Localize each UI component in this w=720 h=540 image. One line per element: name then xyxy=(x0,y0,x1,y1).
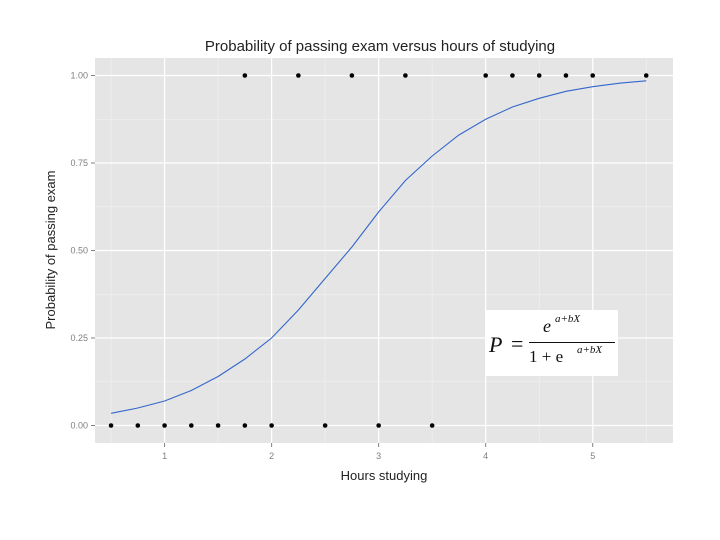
data-point xyxy=(215,423,221,428)
x-axis-title: Hours studying xyxy=(341,468,428,483)
data-point xyxy=(510,73,515,78)
data-point xyxy=(269,423,274,428)
fitted-logistic-curve xyxy=(110,80,647,414)
data-point xyxy=(322,423,328,428)
y-tick-label: 0.25 xyxy=(70,333,88,343)
data-point xyxy=(536,73,542,78)
formula-lhs: P xyxy=(489,332,503,357)
data-point xyxy=(296,73,301,78)
x-tick-label: 5 xyxy=(590,451,595,461)
x-tick-label: 1 xyxy=(162,451,167,461)
x-tick-label: 4 xyxy=(483,451,488,461)
y-tick-label: 0.50 xyxy=(70,246,88,256)
data-point xyxy=(563,73,569,78)
data-point xyxy=(643,73,649,78)
data-point xyxy=(483,73,488,78)
data-point xyxy=(242,73,248,78)
fitted-curve-layer xyxy=(110,80,647,414)
chart-title: Probability of passing exam versus hours… xyxy=(205,38,555,55)
data-point xyxy=(108,423,114,428)
formula-numerator: e xyxy=(543,316,551,336)
formula-equals: = xyxy=(511,331,524,356)
data-point xyxy=(590,73,596,78)
formula-denominator-exponent: a+bX xyxy=(577,344,603,356)
x-tick-label: 3 xyxy=(376,451,381,461)
data-point xyxy=(242,423,248,428)
y-tick-label: 1.00 xyxy=(70,71,88,81)
data-point xyxy=(376,423,381,428)
formula-numerator-exponent: a+bX xyxy=(555,313,581,325)
formula-fraction-bar xyxy=(529,342,615,343)
data-point xyxy=(349,73,355,78)
data-point xyxy=(189,423,194,428)
y-axis: 0.00 0.25 0.50 0.75 1.00 xyxy=(70,71,95,431)
logistic-formula-box: P = e a+bX 1 + e a+bX xyxy=(485,310,618,376)
y-tick-label: 0.00 xyxy=(70,421,88,431)
formula-denominator: 1 + e xyxy=(529,347,564,366)
data-point xyxy=(162,423,167,428)
x-axis: 1 2 3 4 5 xyxy=(162,443,595,461)
data-point xyxy=(403,73,408,78)
y-axis-title: Probability of passing exam xyxy=(43,171,58,330)
data-points-layer xyxy=(108,73,649,428)
y-tick-label: 0.75 xyxy=(70,158,88,168)
data-point xyxy=(135,423,141,428)
x-tick-label: 2 xyxy=(269,451,274,461)
data-point xyxy=(429,423,435,428)
